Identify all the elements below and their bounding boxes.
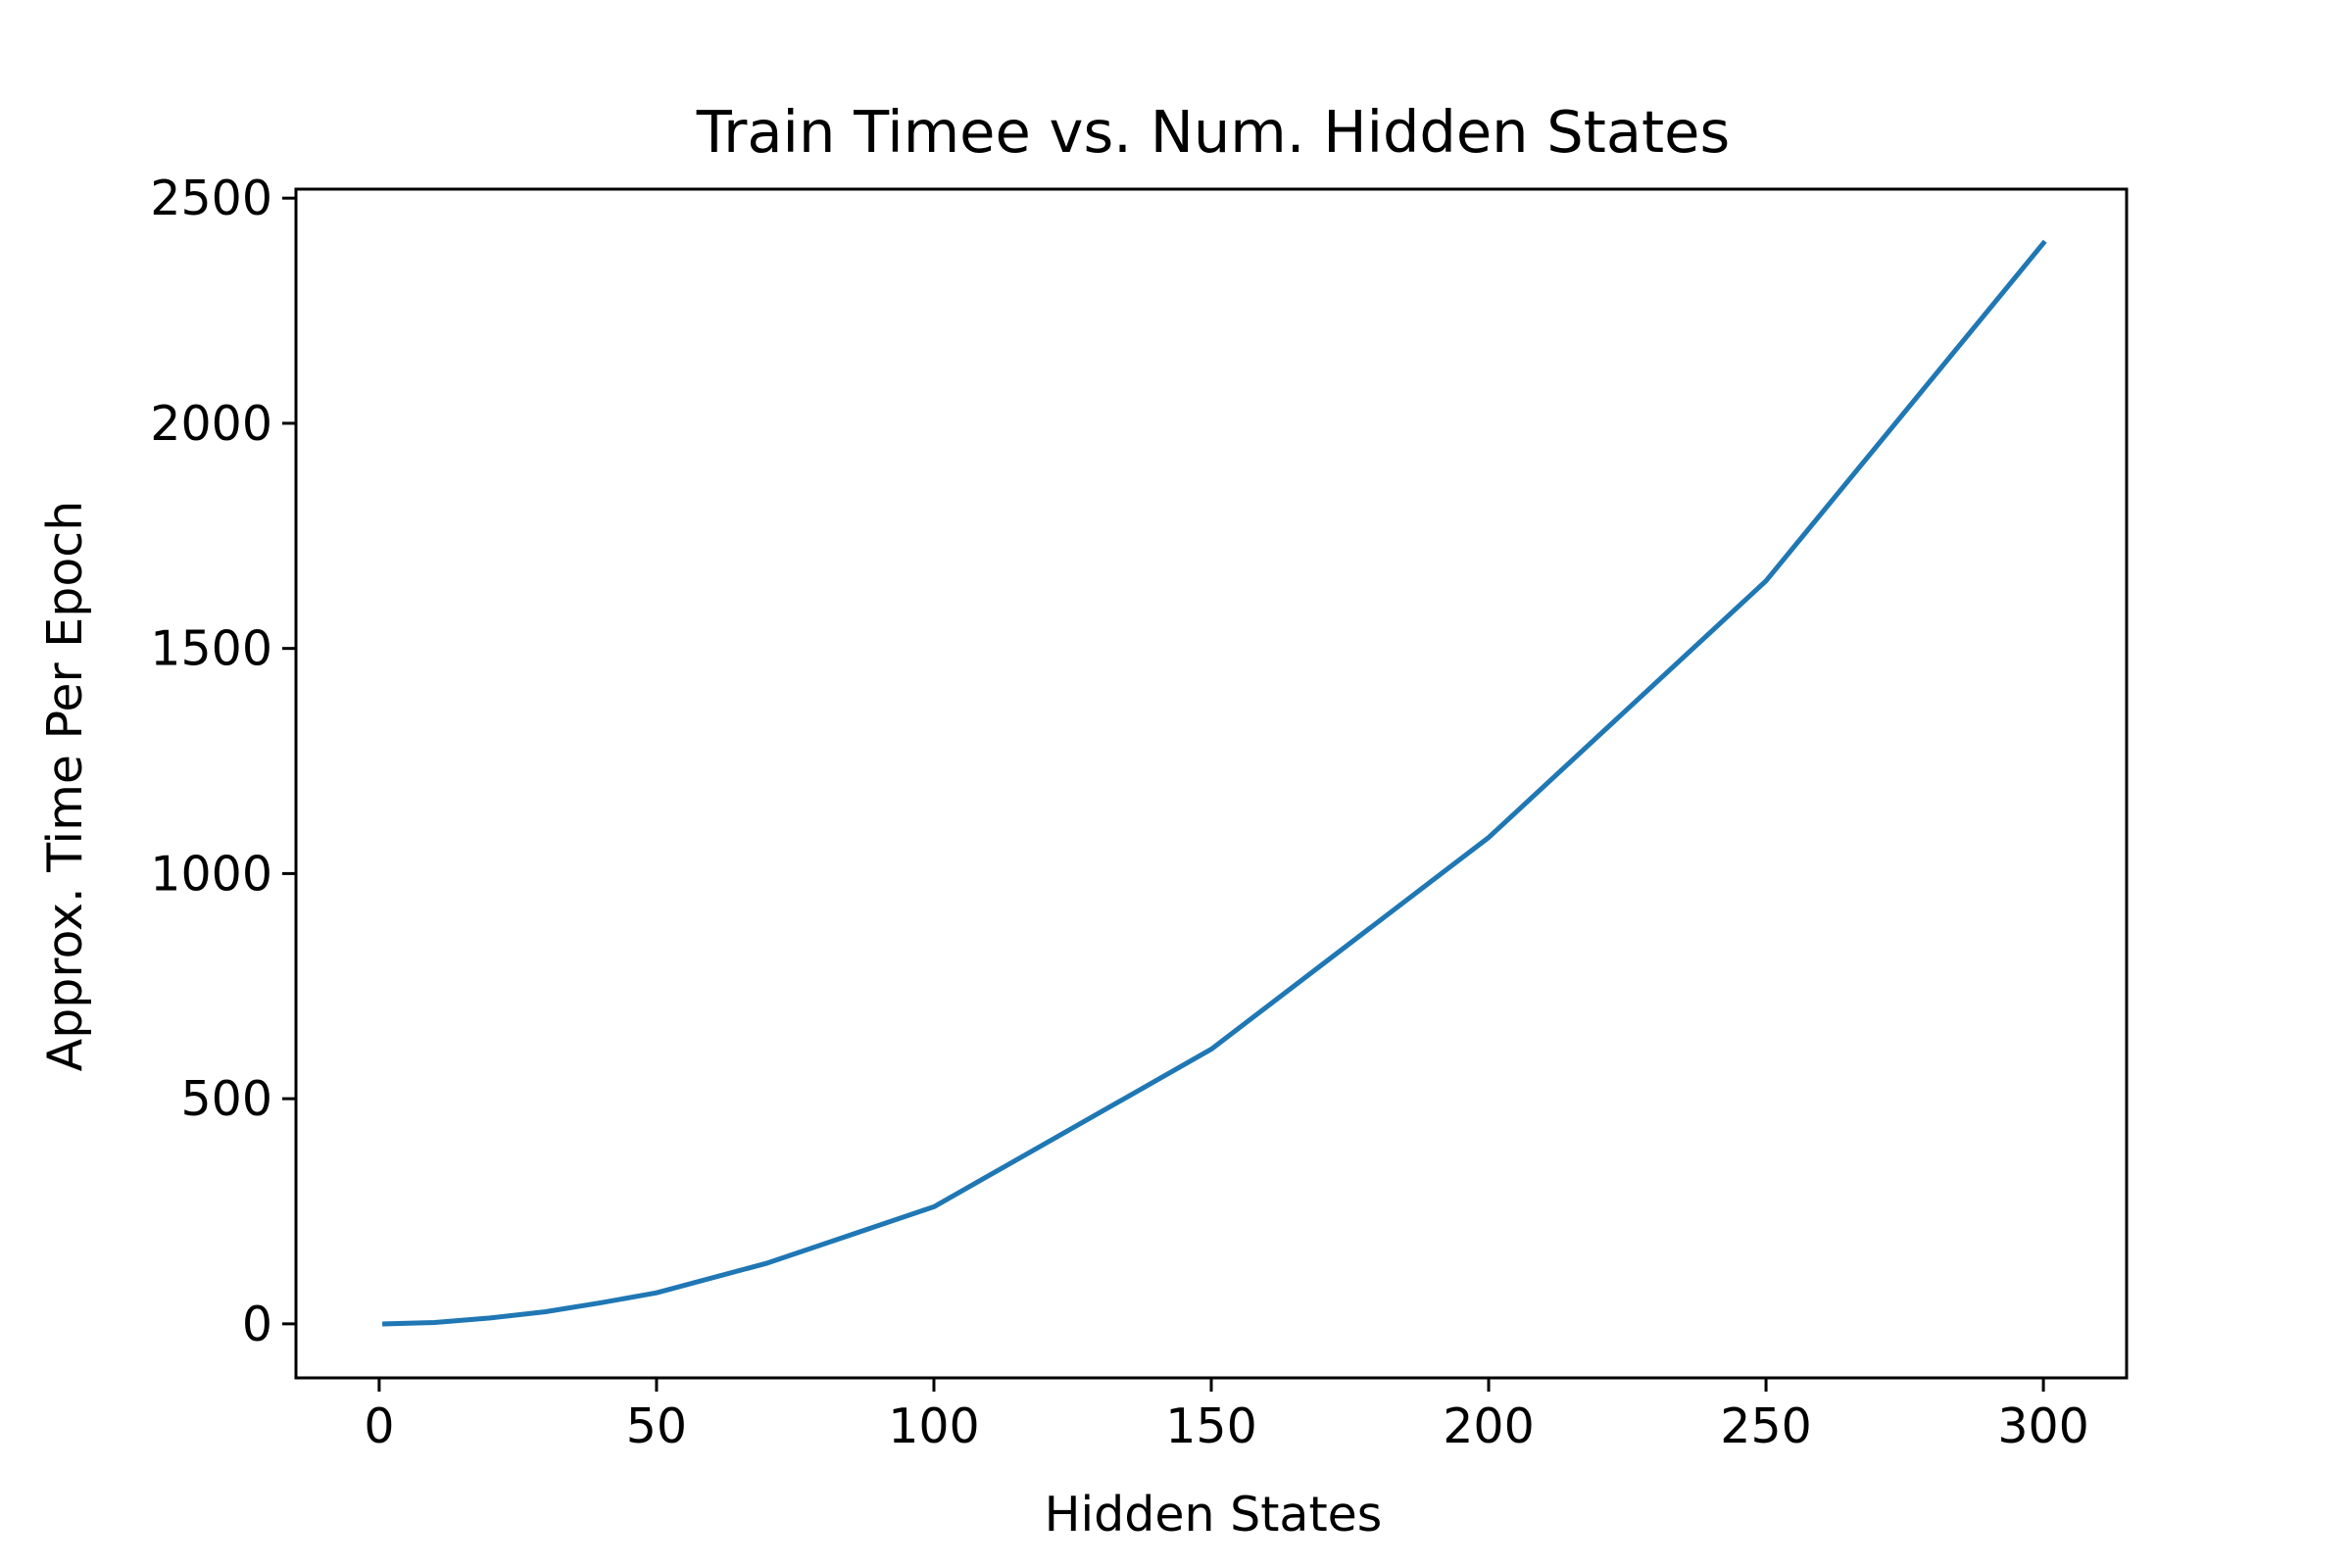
y-axis-label: Approx. Time Per Epoch <box>37 501 93 1072</box>
x-tick-label-0: 0 <box>364 1398 394 1454</box>
y-tick-label-0: 0 <box>242 1297 272 1352</box>
x-tick-label-3: 150 <box>1165 1398 1257 1454</box>
chart-title: Train Timee vs. Num. Hidden States <box>696 98 1730 166</box>
series-line-0 <box>382 239 2047 1327</box>
x-tick-label-5: 250 <box>1720 1398 1812 1454</box>
y-tick-label-4: 2000 <box>150 396 272 452</box>
y-tick-label-3: 1500 <box>150 621 272 677</box>
x-axis-label: Hidden States <box>1045 1487 1383 1543</box>
y-tick-label-5: 2500 <box>150 171 272 226</box>
y-tick-label-2: 1000 <box>150 846 272 902</box>
x-tick-label-1: 50 <box>626 1398 687 1454</box>
y-tick-label-1: 500 <box>180 1071 272 1127</box>
plot-layer: 0 50 100 150 200 250 300 0 500 1000 1500 2000 2500 <box>150 171 2129 1454</box>
x-tick-label-2: 100 <box>888 1398 980 1454</box>
x-tick-label-6: 300 <box>1997 1398 2089 1454</box>
x-tick-label-4: 200 <box>1443 1398 1535 1454</box>
